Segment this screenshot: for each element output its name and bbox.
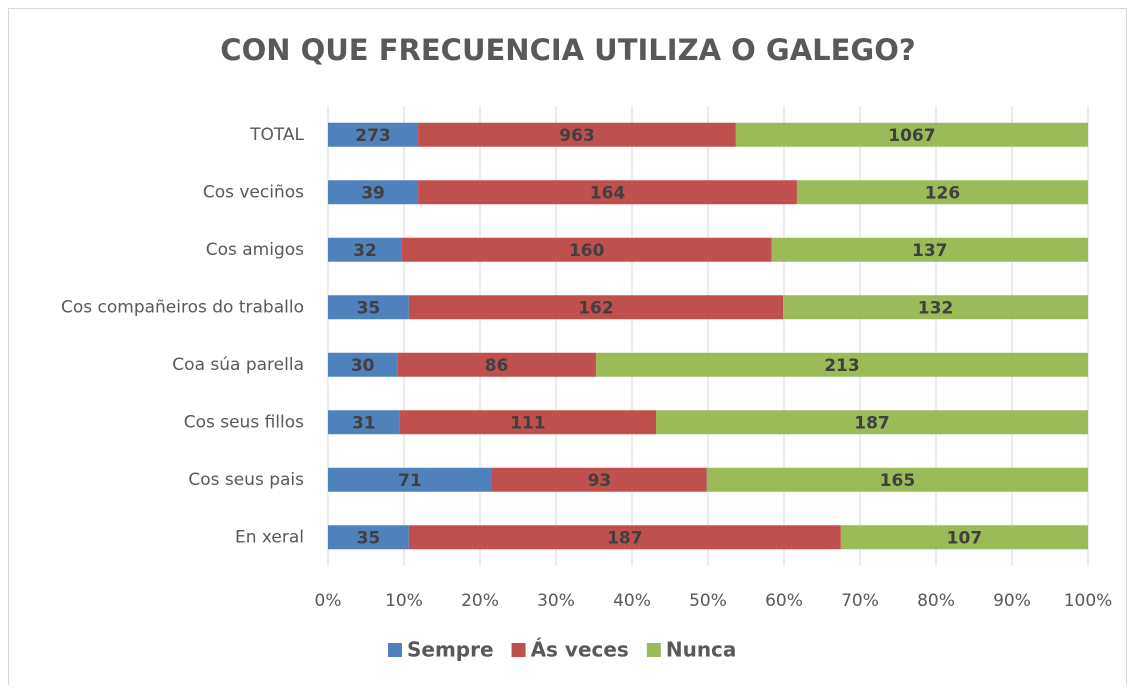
legend-label: Sempre <box>407 638 494 662</box>
bar-segment <box>418 122 736 147</box>
legend-label: Nunca <box>666 638 737 662</box>
x-tick-label: 10% <box>385 591 423 611</box>
legend-swatch <box>511 643 526 657</box>
data-label: 30 <box>351 356 375 376</box>
data-label: 164 <box>590 183 626 203</box>
x-tick-label: 90% <box>993 591 1031 611</box>
bar-segment <box>328 122 419 147</box>
legend-label: Ás veces <box>531 638 629 662</box>
data-label: 86 <box>485 356 509 376</box>
y-tick-label: Cos amigos <box>206 240 304 260</box>
data-label: 71 <box>398 471 422 491</box>
bar-segment <box>328 525 409 550</box>
bar-segment <box>328 180 419 205</box>
bar-segment <box>408 525 841 550</box>
bar-segment <box>418 180 797 205</box>
data-label: 32 <box>353 241 377 261</box>
bar-segment <box>783 295 1088 320</box>
bar-segment <box>656 410 1088 435</box>
data-label: 963 <box>559 126 595 146</box>
y-tick-label: En xeral <box>235 527 304 547</box>
bar-segment <box>328 295 409 320</box>
bar-segment <box>328 467 493 492</box>
y-tick-label: Cos veciños <box>203 182 304 202</box>
bar-segment <box>401 237 772 262</box>
data-label: 187 <box>607 528 643 548</box>
bar-segment <box>328 352 398 377</box>
data-label: 273 <box>355 126 391 146</box>
x-tick-label: 0% <box>315 591 342 611</box>
data-label: 162 <box>578 298 614 318</box>
x-tick-label: 100% <box>1064 591 1113 611</box>
legend-swatch <box>388 643 402 657</box>
x-tick-label: 50% <box>689 591 727 611</box>
x-tick-label: 80% <box>917 591 955 611</box>
bar-segment <box>492 467 707 492</box>
data-label: 39 <box>361 183 385 203</box>
y-tick-label: Coa súa parella <box>172 355 304 375</box>
bar-segment <box>399 410 657 435</box>
chart-border <box>8 8 1127 689</box>
bar-segment <box>771 237 1088 262</box>
bar-segment <box>397 352 596 377</box>
data-label: 137 <box>912 241 948 261</box>
data-label: 93 <box>588 471 612 491</box>
x-tick-label: 40% <box>613 591 651 611</box>
x-tick-label: 20% <box>461 591 499 611</box>
bar-segment <box>328 237 402 262</box>
data-label: 111 <box>510 413 546 433</box>
data-label: 187 <box>854 413 890 433</box>
bar-segment <box>408 295 784 320</box>
x-tick-label: 70% <box>841 591 879 611</box>
data-label: 1067 <box>888 126 935 146</box>
chart-title: CON QUE FRECUENCIA UTILIZA O GALEGO? <box>220 33 915 67</box>
y-tick-label: Cos seus pais <box>188 470 304 490</box>
data-label: 213 <box>824 356 860 376</box>
data-label: 35 <box>357 298 381 318</box>
y-tick-label: Cos seus fillos <box>184 412 304 432</box>
y-tick-label: TOTAL <box>249 125 304 145</box>
y-tick-label: Cos compañeiros do traballo <box>61 297 304 317</box>
bar-segment <box>840 525 1088 550</box>
data-label: 107 <box>947 528 983 548</box>
data-label: 31 <box>352 413 376 433</box>
x-tick-label: 60% <box>765 591 803 611</box>
bar-segment <box>706 467 1088 492</box>
data-label: 160 <box>569 241 605 261</box>
data-label: 126 <box>925 183 961 203</box>
bar-segment <box>595 352 1088 377</box>
data-label: 35 <box>357 528 381 548</box>
bar-segment <box>735 122 1088 147</box>
data-label: 165 <box>880 471 916 491</box>
legend-swatch <box>646 643 661 657</box>
data-label: 132 <box>918 298 954 318</box>
bar-segment <box>796 180 1088 205</box>
x-tick-label: 30% <box>537 591 575 611</box>
bar-segment <box>328 410 400 435</box>
